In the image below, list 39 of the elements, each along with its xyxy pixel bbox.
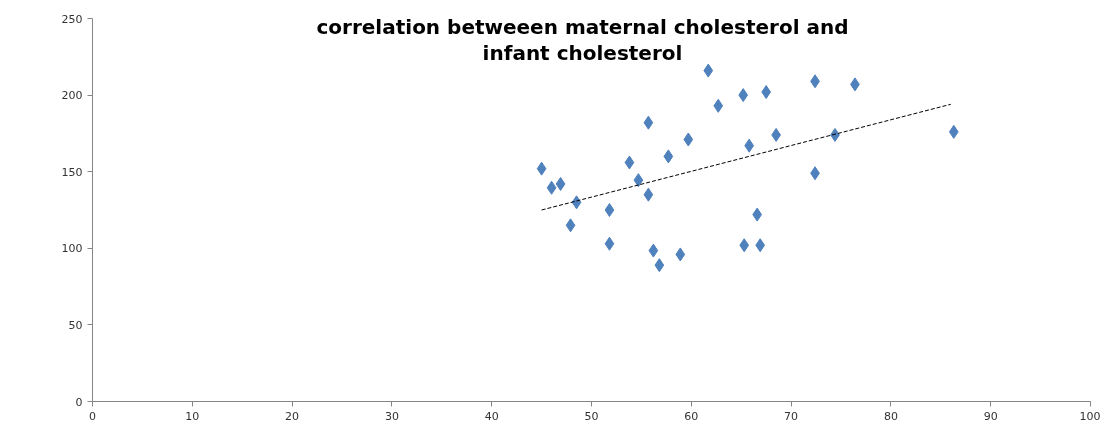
x-tick-label: 100 <box>1079 409 1101 423</box>
point <box>643 187 654 202</box>
point <box>744 138 755 153</box>
point <box>738 88 749 103</box>
point <box>633 173 644 188</box>
point <box>565 218 576 233</box>
x-tick-label: 40 <box>484 409 499 423</box>
x-tick-label: 20 <box>285 409 300 423</box>
y-tick-label: 0 <box>75 395 83 409</box>
x-tick-label: 60 <box>684 409 699 423</box>
point <box>604 236 615 251</box>
x-tick-label: 30 <box>384 409 399 423</box>
point <box>648 243 659 258</box>
point <box>536 161 547 176</box>
x-tick-label: 90 <box>983 409 998 423</box>
point <box>663 149 674 164</box>
x-tick-label: 50 <box>584 409 599 423</box>
point <box>713 98 724 113</box>
y-tick-label: 250 <box>61 12 83 26</box>
point <box>654 258 665 273</box>
point <box>948 124 959 139</box>
point <box>683 132 694 147</box>
y-tick-label: 150 <box>61 165 83 179</box>
point <box>739 238 750 253</box>
x-tick-label: 0 <box>89 409 96 423</box>
point <box>604 203 615 217</box>
x-tick-label: 70 <box>784 409 799 423</box>
x-tick-label: 10 <box>185 409 200 423</box>
point <box>555 176 566 191</box>
point <box>624 155 635 170</box>
point <box>675 247 686 262</box>
y-tick-label: 50 <box>68 318 83 332</box>
text: correlation betweeen maternal cholesterol and infant cholesterol <box>316 14 849 65</box>
point <box>703 63 714 78</box>
point <box>546 180 557 195</box>
y-tick-label: 100 <box>61 242 83 256</box>
x-tick-label: 80 <box>883 409 898 423</box>
y-tick-label: 200 <box>61 89 83 103</box>
point <box>643 115 654 130</box>
